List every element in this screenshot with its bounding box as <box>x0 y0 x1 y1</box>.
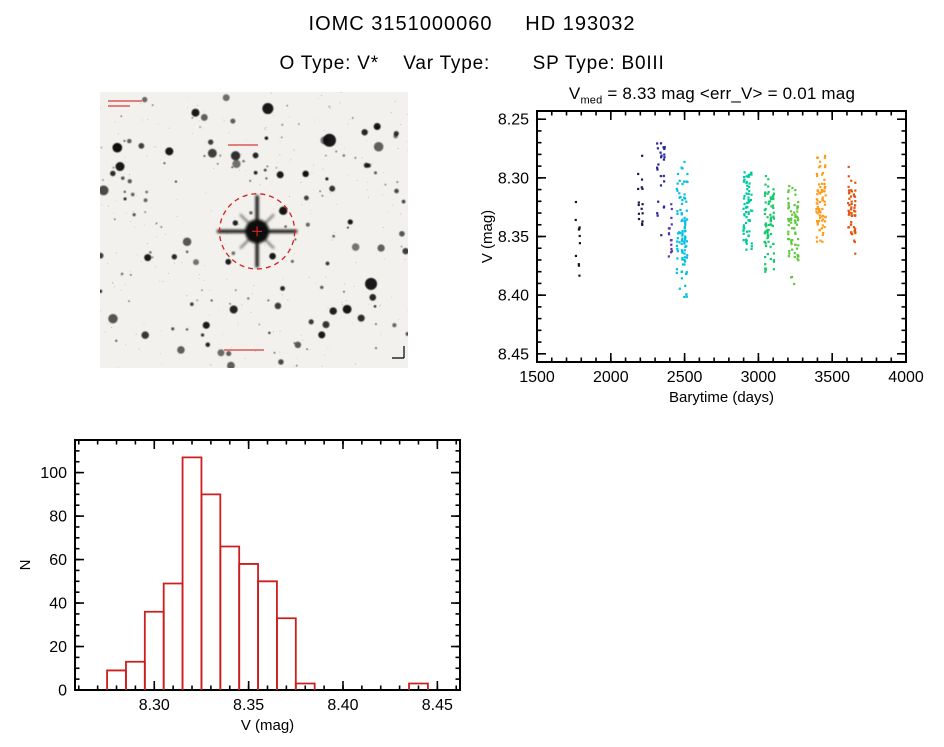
svg-text:3500: 3500 <box>814 369 850 386</box>
svg-text:40: 40 <box>49 596 67 613</box>
svg-text:60: 60 <box>49 552 67 569</box>
axes <box>74 439 461 691</box>
scatter-cluster <box>675 160 689 299</box>
svg-text:8.35: 8.35 <box>498 229 529 246</box>
annotation-mark <box>228 144 258 146</box>
axis-labels: 1500 2000 2500 3000 3500 4000 8.25 8.30 8.35 8.40… <box>479 112 924 406</box>
svg-text:8.30: 8.30 <box>139 697 170 714</box>
svg-text:8.35: 8.35 <box>233 697 264 714</box>
scatter-cluster <box>847 165 857 255</box>
svg-text:2500: 2500 <box>667 369 703 386</box>
page-title: IOMC 3151000060 HD 193032 <box>308 13 636 35</box>
histogram-plot: 8.30 8.35 8.40 8.45 0 20 40 60 80 100 V (mag) N <box>17 439 461 734</box>
svg-text:4000: 4000 <box>888 369 924 386</box>
scatter-cluster <box>637 154 644 227</box>
annotation-mark <box>224 349 264 351</box>
svg-text:0: 0 <box>58 683 67 700</box>
scatter-cluster <box>815 154 827 243</box>
scatter-cluster <box>763 174 776 273</box>
field-stars <box>100 94 408 368</box>
annotation-mark <box>108 105 130 107</box>
svg-text:V (mag): V (mag) <box>241 717 294 734</box>
svg-text:8.45: 8.45 <box>422 697 453 714</box>
svg-text:20: 20 <box>49 639 67 656</box>
svg-text:8.30: 8.30 <box>498 170 529 187</box>
axes <box>536 110 907 363</box>
vmed-label: V <box>568 84 581 103</box>
svg-text:N: N <box>17 560 34 571</box>
finder-chart-image <box>100 92 408 368</box>
corner-tick-mark <box>392 346 405 359</box>
scatter-cluster <box>786 184 800 286</box>
svg-text:8.40: 8.40 <box>498 288 529 305</box>
svg-text:80: 80 <box>49 509 67 526</box>
svg-text:V (mag): V (mag) <box>479 210 496 263</box>
svg-text:2000: 2000 <box>593 369 629 386</box>
vmed-subscript: med <box>580 94 603 107</box>
svg-text:100: 100 <box>40 465 67 482</box>
page-subtitle: O Type: V* Var Type: SP Type: B0III <box>279 53 665 74</box>
aperture-circle <box>218 193 296 270</box>
svg-text:3000: 3000 <box>741 369 777 386</box>
svg-text:8.45: 8.45 <box>498 346 529 363</box>
scatter-cluster <box>574 200 582 277</box>
aperture-markers <box>108 100 405 359</box>
background-speckles <box>100 92 408 368</box>
axis-labels: 8.30 8.35 8.40 8.45 0 20 40 60 80 100 V (mag) N <box>17 465 453 734</box>
svg-text:1500: 1500 <box>519 369 555 386</box>
scatter-cluster <box>742 171 754 251</box>
lightcurve-plot: 1500 2000 2500 3000 3500 4000 8.25 8.30 8.35 8.40… <box>479 110 924 406</box>
svg-text:Barytime (days): Barytime (days) <box>669 389 774 406</box>
scatter-cluster <box>656 142 666 237</box>
svg-text:8.40: 8.40 <box>327 697 358 714</box>
svg-text:8.25: 8.25 <box>498 112 529 129</box>
lightcurve-title: Vmed = 8.33 mag <err_V> = 0.01 mag <box>492 84 932 106</box>
annotation-mark <box>108 100 142 102</box>
scatter-points <box>574 142 857 299</box>
scatter-cluster <box>667 203 674 258</box>
lightcurve-title-text: = 8.33 mag <err_V> = 0.01 mag <box>602 84 856 103</box>
histogram-bars <box>106 456 429 690</box>
